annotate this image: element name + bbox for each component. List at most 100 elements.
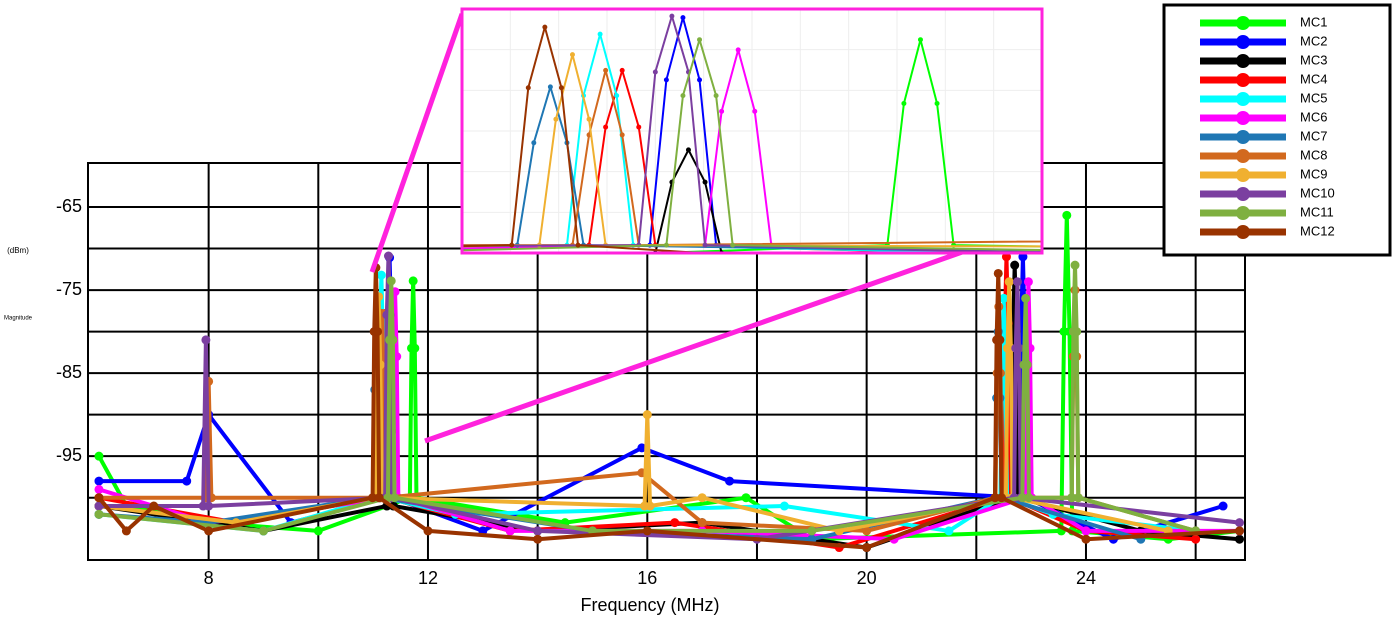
legend-label: MC4 — [1300, 71, 1327, 86]
data-point — [680, 15, 686, 21]
data-point — [725, 476, 735, 486]
main-plot — [94, 210, 1245, 553]
data-point — [669, 13, 675, 19]
data-point — [1081, 534, 1091, 544]
data-point — [575, 242, 581, 248]
data-point — [525, 85, 531, 91]
y-axis-unit: (dBm) — [7, 246, 29, 255]
y-tick-label: -75 — [56, 279, 82, 299]
data-point — [94, 476, 104, 486]
data-point — [258, 526, 268, 536]
legend-label: MC5 — [1300, 90, 1327, 105]
data-point — [94, 484, 104, 494]
legend-marker — [1236, 111, 1250, 125]
x-tick-label: 20 — [857, 568, 877, 588]
data-point — [697, 37, 703, 43]
series-line — [97, 265, 1240, 550]
legend-label: MC6 — [1300, 109, 1327, 124]
data-point — [586, 116, 592, 122]
legend-marker — [1236, 35, 1250, 49]
data-point — [702, 179, 708, 185]
legend: MC1 MC2 MC3 MC4 MC5 MC6 MC7 MC8 MC9 MC10 MC11 MC12 — [1200, 14, 1335, 239]
inset-grid — [462, 9, 1042, 253]
data-point — [373, 327, 383, 337]
data-point — [685, 147, 691, 153]
legend-marker — [1236, 16, 1250, 30]
legend-label: MC11 — [1300, 204, 1334, 219]
data-point — [741, 493, 751, 503]
data-point — [374, 493, 384, 503]
data-point — [1191, 534, 1201, 544]
x-axis-label: Frequency (MHz) — [580, 595, 719, 615]
data-point — [614, 93, 620, 99]
legend-label: MC2 — [1300, 33, 1327, 48]
data-point — [1022, 360, 1032, 370]
y-tick-label: -85 — [56, 362, 82, 382]
data-point — [636, 124, 642, 130]
data-point — [697, 493, 707, 503]
legend-marker — [1236, 187, 1250, 201]
series-line — [98, 279, 1169, 533]
data-point — [719, 108, 725, 114]
data-point — [531, 140, 537, 146]
data-point — [663, 242, 669, 248]
legend-label: MC1 — [1300, 14, 1327, 29]
data-point — [1073, 493, 1083, 503]
data-point — [934, 100, 940, 106]
series-line — [462, 38, 1042, 252]
data-point — [1012, 277, 1022, 287]
data-point — [670, 518, 680, 528]
data-point — [779, 501, 789, 511]
data-point — [995, 335, 1005, 345]
data-point — [697, 77, 703, 83]
data-point — [1070, 260, 1080, 270]
data-point — [597, 31, 603, 37]
data-point — [1023, 277, 1033, 287]
legend-label: MC8 — [1300, 147, 1327, 162]
data-point — [1021, 293, 1031, 303]
y-tick-label: -65 — [56, 196, 82, 216]
x-tick-label: 24 — [1076, 568, 1096, 588]
data-point — [533, 534, 543, 544]
data-point — [547, 84, 553, 90]
data-point — [383, 251, 393, 261]
data-point — [204, 501, 214, 511]
data-point — [735, 47, 741, 53]
data-point — [663, 77, 669, 83]
data-point — [862, 543, 872, 553]
x-tick-label: 16 — [637, 568, 657, 588]
data-point — [1235, 526, 1245, 536]
data-point — [997, 493, 1007, 503]
data-point — [901, 100, 907, 106]
legend-marker — [1236, 206, 1250, 220]
data-point — [201, 335, 211, 345]
data-point — [204, 526, 214, 536]
data-point — [376, 270, 386, 280]
series-line — [97, 213, 1240, 542]
data-point — [313, 526, 323, 536]
zoom-connector — [424, 247, 969, 444]
data-point — [533, 526, 543, 536]
data-point — [642, 526, 652, 536]
data-point — [94, 509, 104, 519]
series-line — [462, 69, 1006, 253]
data-point — [1218, 501, 1228, 511]
data-point — [569, 52, 575, 58]
data-point — [1072, 327, 1082, 337]
data-point — [642, 410, 652, 420]
x-tick-label: 8 — [204, 568, 214, 588]
data-point — [680, 93, 686, 99]
y-axis-label: Magnitude — [4, 316, 33, 322]
x-tick-label: 12 — [418, 568, 438, 588]
data-point — [619, 132, 625, 138]
legend-label: MC7 — [1300, 128, 1327, 143]
data-point — [1014, 343, 1024, 353]
data-point — [603, 124, 609, 130]
legend-marker — [1236, 225, 1250, 239]
data-point — [182, 476, 192, 486]
axis-labels: Frequency (MHz) (dBm) Magnitude -65 -75 -8… — [4, 196, 1096, 615]
series-line — [462, 53, 1042, 248]
legend-marker — [1236, 130, 1250, 144]
legend-marker — [1236, 149, 1250, 163]
inset-border — [460, 7, 1044, 255]
